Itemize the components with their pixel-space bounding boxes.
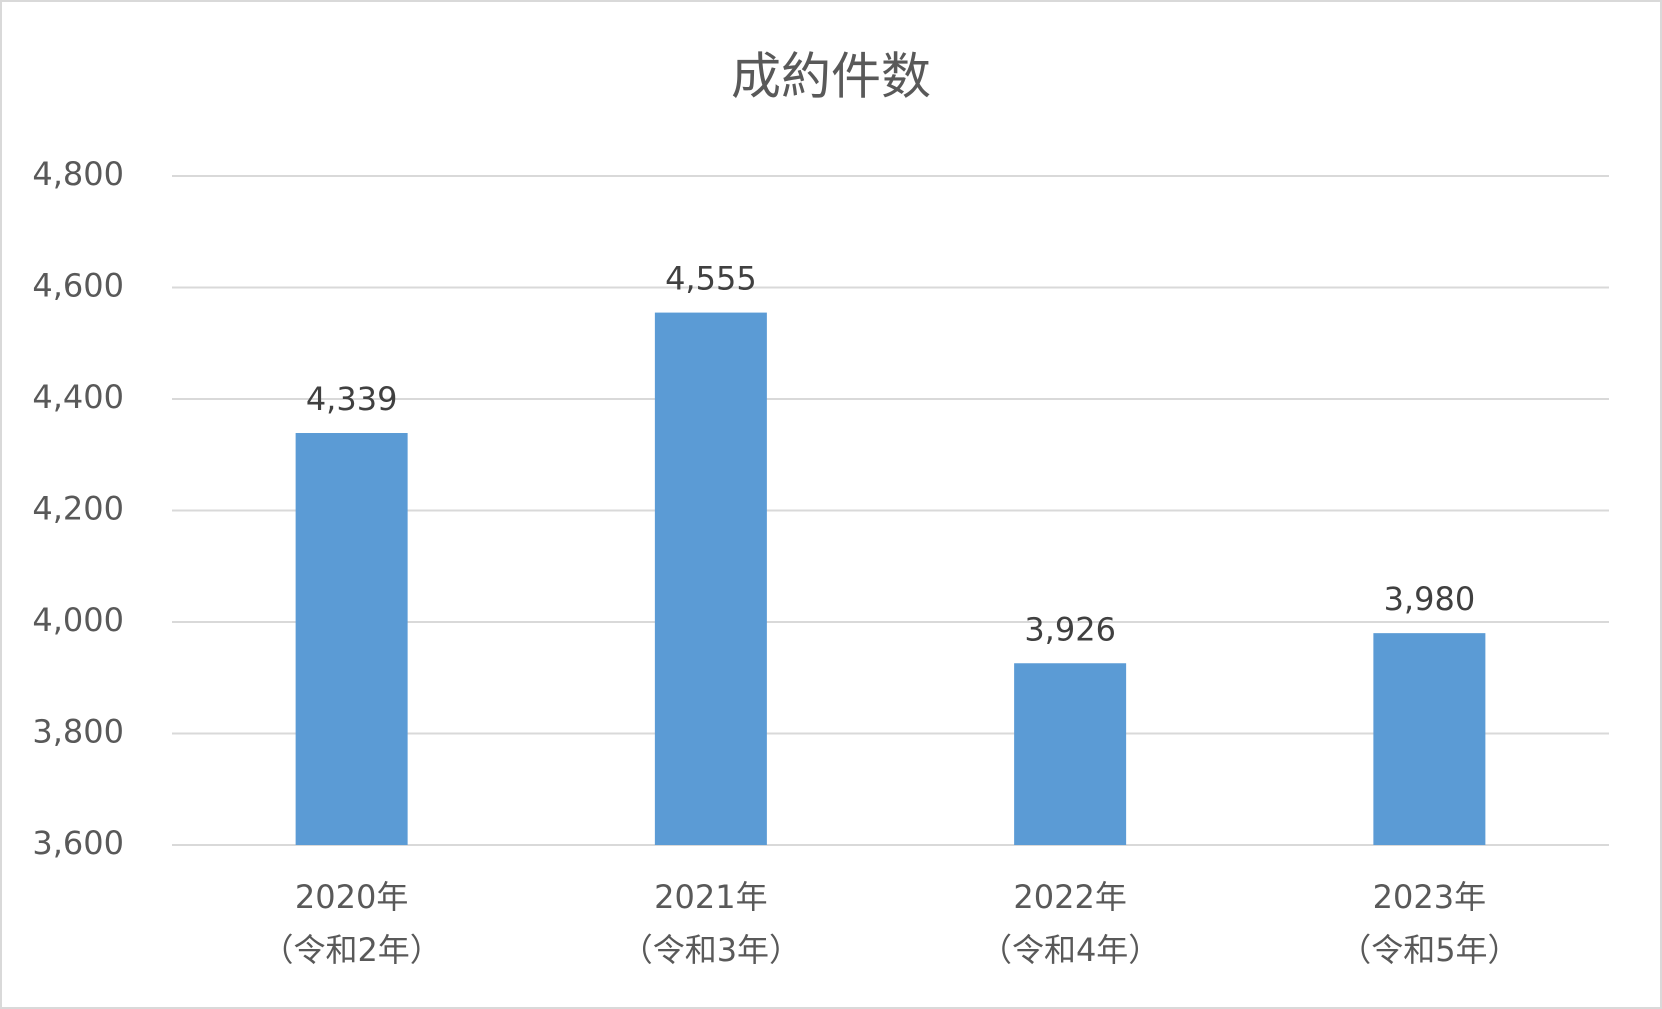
value-label: 4,339 [306,380,398,418]
y-tick-label: 4,000 [32,601,124,639]
x-tick-label: 2022年（令和4年） [980,878,1160,969]
x-tick-label: 2023年（令和5年） [1339,878,1519,969]
value-label: 3,980 [1384,580,1476,618]
x-tick-label: 2020年（令和2年） [261,878,441,969]
value-label: 4,555 [665,260,757,298]
bar [295,433,408,845]
value-label: 3,926 [1024,610,1116,648]
y-tick-label: 4,800 [32,155,124,193]
bar [654,312,767,845]
chart-title: 成約件数 [731,48,931,106]
x-tick-label: 2021年（令和3年） [621,878,801,969]
y-tick-label: 3,600 [32,824,124,862]
y-tick-label: 4,600 [32,267,124,305]
bar [1373,633,1486,845]
bar [1014,663,1127,845]
y-tick-label: 4,200 [32,490,124,528]
y-tick-label: 3,800 [32,713,124,751]
y-tick-label: 4,400 [32,378,124,416]
